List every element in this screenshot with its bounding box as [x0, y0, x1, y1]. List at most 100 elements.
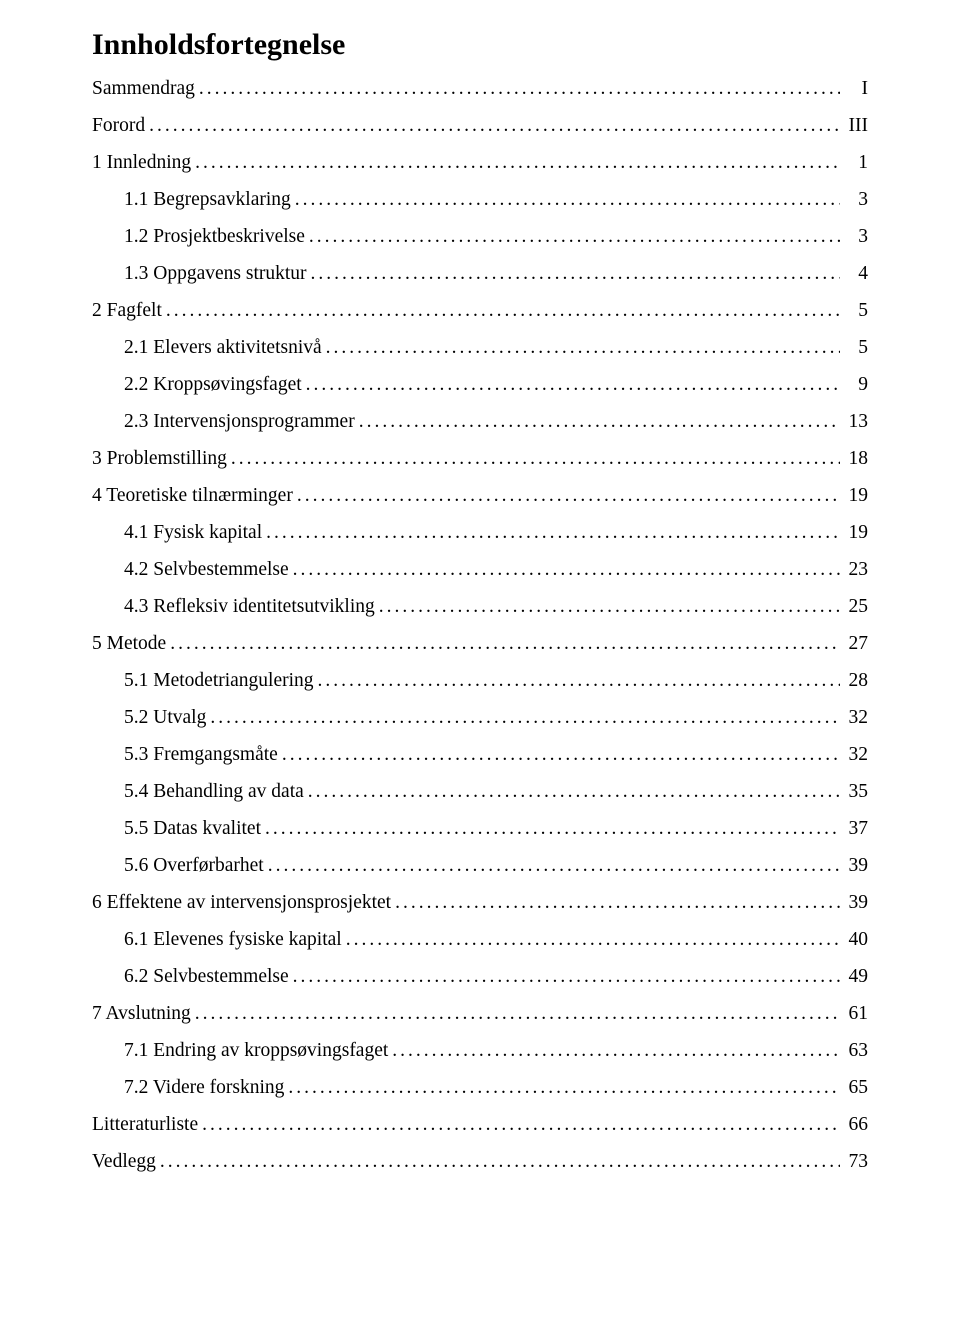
- toc-leader-dots: [268, 856, 840, 876]
- toc-entry-label: 5.1 Metodetriangulering: [124, 671, 314, 691]
- toc-leader-dots: [265, 819, 840, 839]
- toc-entry-label: 5.2 Utvalg: [124, 708, 206, 728]
- toc-entry-page: 32: [844, 745, 868, 765]
- toc-entry-label: 7.1 Endring av kroppsøvingsfaget: [124, 1041, 388, 1061]
- toc-entry: 5.3 Fremgangsmåte 32: [124, 745, 868, 765]
- toc-entry: 5 Metode 27: [92, 634, 868, 654]
- toc-entry-page: III: [844, 116, 868, 136]
- toc-entry-label: Vedlegg: [92, 1152, 156, 1172]
- toc-entry-page: I: [844, 79, 868, 99]
- toc-entry-label: 1 Innledning: [92, 153, 191, 173]
- toc-entry-label: 1.1 Begrepsavklaring: [124, 190, 291, 210]
- toc-entry-page: 28: [844, 671, 868, 691]
- toc-leader-dots: [202, 1115, 840, 1135]
- toc-entry-label: 2 Fagfelt: [92, 301, 162, 321]
- toc-entry: 7.2 Videre forskning65: [124, 1078, 868, 1098]
- toc-entry-page: 5: [844, 301, 868, 321]
- toc-entry-label: 7 Avslutning: [92, 1004, 191, 1024]
- toc-leader-dots: [379, 597, 840, 617]
- toc-entry: Forord III: [92, 116, 868, 136]
- toc-entry: Litteraturliste 66: [92, 1115, 868, 1135]
- toc-entry: 4.1 Fysisk kapital19: [124, 523, 868, 543]
- toc-leader-dots: [160, 1152, 840, 1172]
- toc-entry-label: Forord: [92, 116, 145, 136]
- toc-entry: Vedlegg 73: [92, 1152, 868, 1172]
- toc-entry-label: 1.3 Oppgavens struktur: [124, 264, 307, 284]
- toc-entry: 1.1 Begrepsavklaring 3: [124, 190, 868, 210]
- toc-entry: 4.3 Refleksiv identitetsutvikling 25: [124, 597, 868, 617]
- toc-leader-dots: [392, 1041, 840, 1061]
- toc-entry-label: 1.2 Prosjektbeskrivelse: [124, 227, 305, 247]
- toc-leader-dots: [166, 301, 840, 321]
- toc-leader-dots: [297, 486, 840, 506]
- toc-leader-dots: [149, 116, 840, 136]
- toc-entry: 5.4 Behandling av data35: [124, 782, 868, 802]
- toc-entry-page: 5: [844, 338, 868, 358]
- toc-entry-page: 1: [844, 153, 868, 173]
- toc-entry-label: 4.2 Selvbestemmelse: [124, 560, 289, 580]
- toc-entry-page: 23: [844, 560, 868, 580]
- toc-entry-page: 27: [844, 634, 868, 654]
- toc-entry: 4.2 Selvbestemmelse 23: [124, 560, 868, 580]
- toc-container: Sammendrag I Forord III 1 Innledning 1 1.1 Beg…: [92, 79, 868, 1172]
- toc-entry: 6.2 Selvbestemmelse 49: [124, 967, 868, 987]
- toc-leader-dots: [293, 967, 840, 987]
- toc-entry: 2 Fagfelt 5: [92, 301, 868, 321]
- toc-entry: 1 Innledning 1: [92, 153, 868, 173]
- toc-leader-dots: [306, 375, 840, 395]
- toc-entry: 6 Effektene av intervensjonsprosjektet 39: [92, 893, 868, 913]
- toc-leader-dots: [295, 190, 840, 210]
- toc-entry-label: 6 Effektene av intervensjonsprosjektet: [92, 893, 391, 913]
- toc-leader-dots: [346, 930, 840, 950]
- toc-leader-dots: [308, 782, 840, 802]
- toc-entry: 1.3 Oppgavens struktur 4: [124, 264, 868, 284]
- toc-entry: 6.1 Elevenes fysiske kapital40: [124, 930, 868, 950]
- toc-leader-dots: [288, 1078, 840, 1098]
- toc-entry-label: 4 Teoretiske tilnærminger: [92, 486, 293, 506]
- toc-entry: 2.1 Elevers aktivitetsnivå 5: [124, 338, 868, 358]
- toc-entry-label: 4.1 Fysisk kapital: [124, 523, 262, 543]
- toc-entry-page: 49: [844, 967, 868, 987]
- toc-leader-dots: [266, 523, 840, 543]
- toc-leader-dots: [170, 634, 840, 654]
- toc-entry-label: 5.5 Datas kvalitet: [124, 819, 261, 839]
- toc-entry-page: 19: [844, 486, 868, 506]
- toc-entry: 7 Avslutning61: [92, 1004, 868, 1024]
- toc-entry-label: 5.3 Fremgangsmåte: [124, 745, 278, 765]
- toc-leader-dots: [195, 153, 840, 173]
- toc-entry-label: Litteraturliste: [92, 1115, 198, 1135]
- toc-entry-page: 39: [844, 893, 868, 913]
- toc-leader-dots: [231, 449, 840, 469]
- toc-leader-dots: [199, 79, 840, 99]
- toc-leader-dots: [395, 893, 840, 913]
- toc-entry-page: 9: [844, 375, 868, 395]
- toc-entry-page: 32: [844, 708, 868, 728]
- toc-entry-page: 73: [844, 1152, 868, 1172]
- toc-leader-dots: [309, 227, 840, 247]
- toc-entry-page: 63: [844, 1041, 868, 1061]
- toc-entry: 2.3 Intervensjonsprogrammer 13: [124, 412, 868, 432]
- toc-entry-page: 3: [844, 190, 868, 210]
- toc-entry-page: 66: [844, 1115, 868, 1135]
- toc-entry-label: 2.2 Kroppsøvingsfaget: [124, 375, 302, 395]
- toc-entry-label: 5.6 Overførbarhet: [124, 856, 264, 876]
- toc-entry-page: 4: [844, 264, 868, 284]
- toc-entry-page: 25: [844, 597, 868, 617]
- toc-entry-page: 37: [844, 819, 868, 839]
- toc-leader-dots: [195, 1004, 840, 1024]
- toc-entry: Sammendrag I: [92, 79, 868, 99]
- toc-leader-dots: [318, 671, 840, 691]
- toc-entry-label: Sammendrag: [92, 79, 195, 99]
- toc-entry-label: 6.2 Selvbestemmelse: [124, 967, 289, 987]
- toc-entry-label: 5 Metode: [92, 634, 166, 654]
- toc-entry-page: 39: [844, 856, 868, 876]
- toc-leader-dots: [293, 560, 840, 580]
- toc-entry-label: 4.3 Refleksiv identitetsutvikling: [124, 597, 375, 617]
- toc-entry: 5.2 Utvalg 32: [124, 708, 868, 728]
- toc-entry: 1.2 Prosjektbeskrivelse3: [124, 227, 868, 247]
- toc-leader-dots: [311, 264, 840, 284]
- toc-entry-label: 2.1 Elevers aktivitetsnivå: [124, 338, 322, 358]
- toc-entry-page: 13: [844, 412, 868, 432]
- toc-entry-label: 2.3 Intervensjonsprogrammer: [124, 412, 355, 432]
- toc-entry-page: 40: [844, 930, 868, 950]
